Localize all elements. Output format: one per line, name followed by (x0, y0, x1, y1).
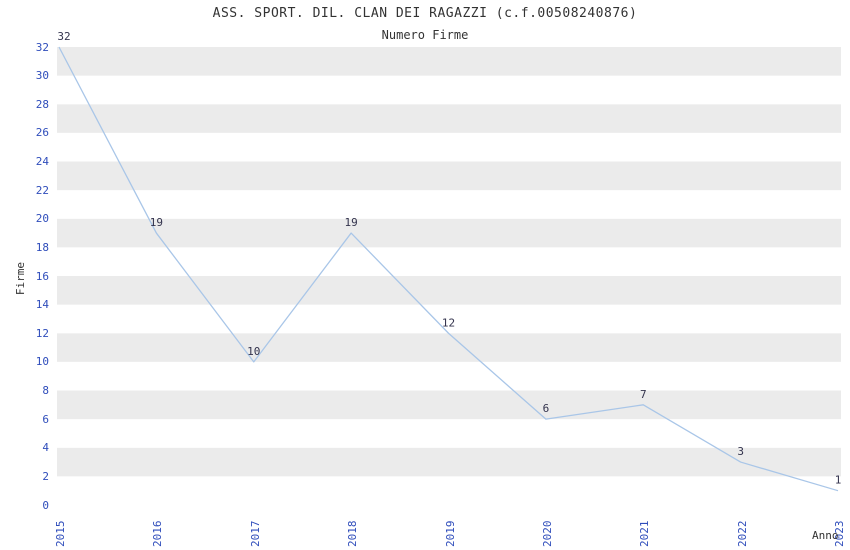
grid-band (57, 104, 841, 133)
data-point-label: 32 (57, 30, 70, 43)
grid-band (57, 132, 841, 162)
grid-band (57, 390, 841, 420)
data-point-label: 12 (442, 316, 455, 329)
grid-band (57, 247, 841, 276)
grid-band (57, 161, 841, 191)
data-point-label: 7 (640, 388, 647, 401)
chart-subtitle: Numero Firme (381, 28, 469, 42)
data-point-label: 19 (345, 216, 358, 229)
data-point-label: 1 (835, 474, 842, 487)
grid-band (57, 47, 841, 76)
grid-band (57, 447, 841, 477)
data-point-label: 19 (150, 216, 163, 229)
data-point-label: 10 (247, 345, 260, 358)
grid-band (57, 304, 841, 334)
grid-band (57, 75, 841, 105)
x-axis-title: Anno (812, 529, 839, 542)
grid-band (57, 190, 841, 219)
grid-band (57, 361, 841, 391)
grid-band (57, 476, 841, 505)
data-point-label: 6 (543, 402, 550, 415)
chart-title: ASS. SPORT. DIL. CLAN DEI RAGAZZI (c.f.0… (212, 6, 638, 21)
data-line (58, 46, 839, 492)
grid-band (57, 218, 841, 248)
grid-band (57, 276, 841, 305)
grid-band (57, 333, 841, 362)
grid-band (57, 419, 841, 448)
y-axis-title: Firme (14, 261, 28, 296)
data-point-label: 3 (737, 445, 744, 458)
